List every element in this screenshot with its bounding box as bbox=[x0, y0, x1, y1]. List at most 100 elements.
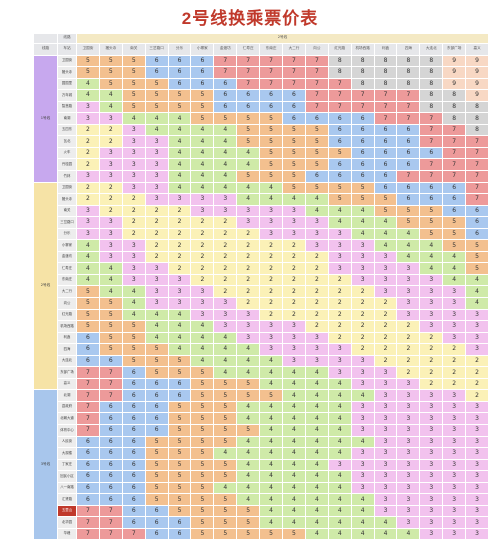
fare-cell: 6 bbox=[144, 516, 169, 529]
fare-cell: 2 bbox=[373, 308, 398, 322]
fare-cell: 2 bbox=[373, 297, 398, 310]
fare-cell: 4 bbox=[327, 516, 352, 529]
fare-cell: 2 bbox=[282, 297, 306, 310]
fare-cell: 4 bbox=[98, 285, 123, 298]
fare-cell: 3 bbox=[442, 400, 467, 414]
fare-cell: 4 bbox=[282, 193, 306, 206]
fare-cell: 6 bbox=[167, 66, 192, 79]
fare-cell: 6 bbox=[121, 389, 146, 402]
fare-cell: 3 bbox=[121, 262, 146, 275]
fare-cell: 3 bbox=[419, 297, 444, 310]
fare-cell: 4 bbox=[98, 262, 123, 275]
fare-cell: 4 bbox=[304, 424, 329, 437]
fare-cell: 4 bbox=[98, 273, 123, 287]
fare-cell: 6 bbox=[213, 89, 238, 102]
row-station: 五里山 bbox=[57, 504, 77, 518]
fare-cell: 4 bbox=[304, 377, 329, 391]
fare-cell: 3 bbox=[327, 227, 352, 241]
fare-cell: 7 bbox=[304, 66, 329, 79]
fare-cell: 5 bbox=[167, 354, 192, 368]
fare-cell: 4 bbox=[259, 481, 284, 495]
fare-cell: 5 bbox=[144, 435, 169, 449]
fare-cell: 6 bbox=[373, 181, 398, 195]
fare-cell: 2 bbox=[167, 250, 192, 264]
row-station: 大连北 bbox=[57, 354, 77, 368]
table-row: 四海 6 5 5 5 4 4 4 4 3 3 3 3 2 2 2 2 2 3 bbox=[34, 343, 490, 356]
fare-cell: 5 bbox=[98, 77, 123, 91]
row-station: 机场西路 bbox=[57, 320, 77, 333]
table-row: 回民小区 6 6 6 5 5 5 5 4 4 4 4 4 3 3 3 3 3 3 bbox=[34, 470, 490, 483]
row-line-corner-label: 线路 bbox=[33, 42, 58, 56]
fare-cell: 5 bbox=[373, 193, 398, 206]
row-station: 瓦北 bbox=[57, 135, 77, 148]
fare-cell: 2 bbox=[76, 193, 100, 206]
fare-cell: 3 bbox=[190, 193, 215, 206]
fare-cell: 6 bbox=[396, 158, 421, 171]
fare-cell: 4 bbox=[465, 273, 490, 287]
fare-cell: 4 bbox=[76, 273, 100, 287]
fare-cell: 6 bbox=[442, 193, 467, 206]
row-station: 四海 bbox=[57, 343, 77, 356]
fare-cell: 4 bbox=[190, 331, 215, 345]
fare-cell: 3 bbox=[213, 308, 238, 322]
table-row: 向公 5 5 4 3 3 3 3 2 2 2 2 2 2 2 3 3 3 4 bbox=[34, 297, 490, 310]
fare-cell: 7 bbox=[236, 54, 261, 68]
fare-cell: 8 bbox=[373, 66, 398, 79]
table-row: 大观楼 6 6 6 5 5 5 4 4 4 4 4 4 3 3 3 3 3 3 bbox=[34, 447, 490, 460]
fare-cell: 4 bbox=[304, 435, 329, 449]
fare-cell: 4 bbox=[373, 516, 398, 529]
fare-cell: 4 bbox=[259, 400, 284, 414]
fare-cell: 7 bbox=[76, 389, 100, 402]
fare-cell: 6 bbox=[465, 216, 490, 229]
table-row: 东部广场 7 7 6 5 5 5 4 4 4 4 4 3 3 3 2 2 2 2 bbox=[34, 366, 490, 379]
fare-cell: 5 bbox=[144, 89, 169, 102]
fare-cell: 3 bbox=[419, 527, 444, 541]
fare-cell: 4 bbox=[282, 458, 306, 472]
fare-cell: 6 bbox=[167, 77, 192, 91]
fare-cell: 3 bbox=[465, 458, 490, 472]
fare-cell: 3 bbox=[396, 377, 421, 391]
fare-cell: 5 bbox=[167, 458, 192, 472]
fare-cell: 3 bbox=[442, 331, 467, 345]
fare-cell: 3 bbox=[396, 481, 421, 495]
fare-cell: 5 bbox=[144, 447, 169, 460]
table-row: 五四东 2 2 3 4 4 4 4 5 5 5 5 6 6 6 6 7 7 8 bbox=[34, 123, 490, 137]
fare-cell: 3 bbox=[465, 424, 490, 437]
fare-cell: 5 bbox=[190, 366, 215, 379]
fare-cell: 8 bbox=[350, 77, 375, 91]
fare-cell: 8 bbox=[350, 54, 375, 68]
fare-cell: 4 bbox=[373, 527, 398, 541]
fare-cell: 5 bbox=[121, 331, 146, 345]
fare-cell: 4 bbox=[121, 297, 146, 310]
fare-cell: 3 bbox=[373, 504, 398, 518]
fare-cell: 3 bbox=[419, 493, 444, 506]
row-station: 向公 bbox=[57, 297, 77, 310]
fare-cell: 5 bbox=[167, 447, 192, 460]
fare-cell: 3 bbox=[144, 262, 169, 275]
fare-cell: 4 bbox=[144, 320, 169, 333]
table-row: 1号线 卫国街 5 5 5 6 6 6 7 7 7 7 7 8 8 8 8 8 9 9 bbox=[33, 54, 490, 183]
fare-cell: 4 bbox=[327, 504, 352, 518]
fare-cell: 2 bbox=[167, 262, 192, 275]
fare-cell: 4 bbox=[236, 181, 261, 195]
fare-cell: 6 bbox=[98, 424, 123, 437]
fare-cell: 2 bbox=[259, 273, 284, 287]
fare-cell: 6 bbox=[76, 343, 100, 356]
fare-cell: 6 bbox=[121, 458, 146, 472]
fare-cell: 3 bbox=[419, 504, 444, 518]
fare-cell: 5 bbox=[259, 146, 284, 160]
fare-cell: 4 bbox=[144, 112, 169, 125]
fare-cell: 6 bbox=[167, 527, 192, 541]
fare-cell: 3 bbox=[327, 366, 352, 379]
fare-cell: 5 bbox=[167, 424, 192, 437]
fare-cell: 3 bbox=[282, 204, 306, 218]
fare-cell: 5 bbox=[76, 285, 100, 298]
fare-cell: 3 bbox=[259, 204, 284, 218]
fare-cell: 5 bbox=[98, 320, 123, 333]
fare-cell: 5 bbox=[213, 504, 238, 518]
fare-cell: 2 bbox=[98, 181, 123, 195]
fare-cell: 6 bbox=[76, 470, 100, 483]
fare-cell: 3 bbox=[304, 331, 329, 345]
table-row: 大二行 5 4 4 3 3 3 2 2 2 2 2 2 2 3 3 3 3 4 bbox=[34, 285, 490, 298]
fare-cell: 5 bbox=[190, 458, 215, 472]
